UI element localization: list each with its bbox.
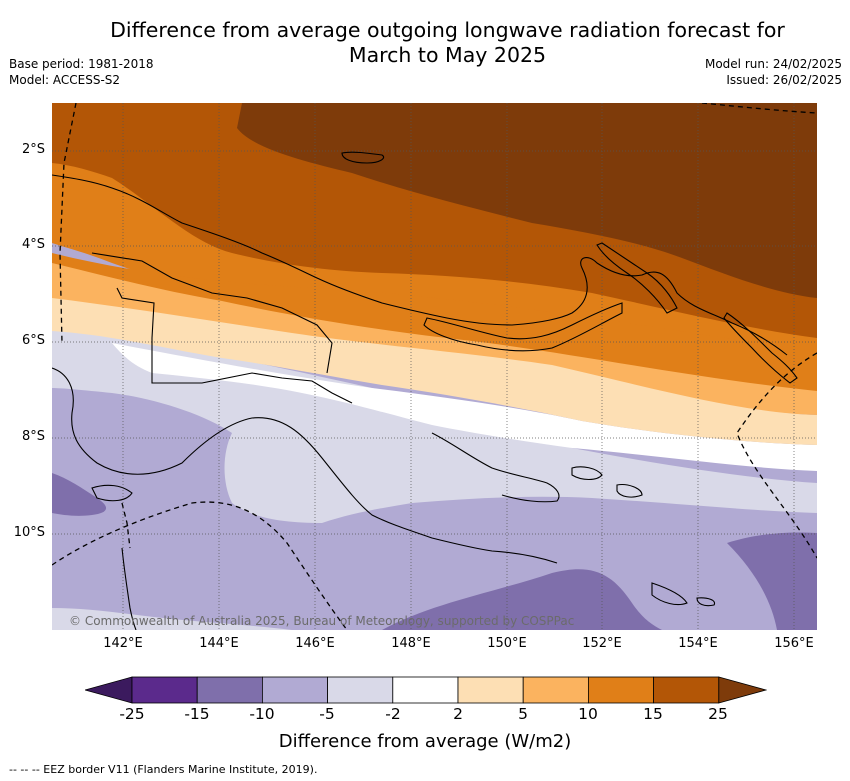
contour-band-plus2	[52, 293, 817, 445]
model-run: Model run: 24/02/2025	[704, 57, 842, 71]
colorbar-label: Difference from average (W/m2)	[278, 731, 572, 752]
lon-label-146e: 146°E	[295, 636, 335, 651]
eez-borders	[52, 103, 817, 630]
contour-band-minus5-south	[52, 608, 292, 630]
new-ireland	[596, 242, 678, 314]
southeast-tip	[431, 432, 560, 503]
contour-band-minus15-south	[382, 569, 662, 630]
map-canvas	[52, 103, 817, 630]
eez-border-east	[736, 352, 817, 559]
lon-label-144e: 144°E	[199, 636, 239, 651]
copyright-notice: © Commonwealth of Australia 2025, Bureau…	[69, 614, 575, 628]
eez-border-northeast	[701, 103, 817, 114]
colorbar-segment	[261, 676, 328, 704]
colorbar-tick: 10	[578, 705, 598, 723]
new-britain	[423, 302, 623, 352]
contour-band-minus15-west	[52, 473, 107, 516]
colorbar-extend-high	[718, 676, 768, 704]
contour-band-minus2	[112, 343, 817, 471]
eez-legend-note: -- -- -- EEZ border V11 (Flanders Marine…	[9, 763, 318, 776]
lat-label-8s: 8°S	[21, 429, 45, 444]
graticule	[52, 103, 817, 630]
new-guinea-south-coast	[52, 367, 558, 564]
western-province-border	[151, 338, 353, 404]
colorbar-segment	[522, 676, 589, 704]
colorbar-tick: 25	[708, 705, 728, 723]
border-indonesia-png	[116, 287, 155, 339]
title-line-1: Difference from average outgoing longwav…	[110, 18, 785, 42]
lon-label-148e: 148°E	[391, 636, 431, 651]
dentrecasteaux-islands	[571, 466, 643, 498]
colorbar-segment	[392, 676, 459, 704]
colorbar-segment	[457, 676, 524, 704]
anomaly-map	[52, 103, 817, 630]
lat-label-4s: 4°S	[21, 237, 45, 252]
lon-label-154e: 154°E	[678, 636, 718, 651]
colorbar-tick: 5	[518, 705, 528, 723]
colorbar-tick: 15	[643, 705, 663, 723]
cape-york	[121, 547, 137, 630]
colorbar-segment	[196, 676, 263, 704]
louisiade-archipelago	[651, 582, 716, 607]
colorbar-extend-low	[83, 676, 133, 704]
lat-label-6s: 6°S	[21, 333, 45, 348]
lon-label-142e: 142°E	[103, 636, 143, 651]
colorbar-tick: 2	[453, 705, 463, 723]
lon-label-152e: 152°E	[582, 636, 622, 651]
contour-band-plus25	[237, 103, 817, 298]
eez-border-west-south	[121, 502, 131, 549]
colorbar-segment	[587, 676, 654, 704]
colorbar-tick: -5	[319, 705, 335, 723]
meta-left: Base period: 1981-2018 Model: ACCESS-S2	[9, 56, 154, 88]
lon-label-156e: 156°E	[774, 636, 814, 651]
highlands-border	[91, 252, 333, 374]
base-period: Base period: 1981-2018	[9, 57, 154, 71]
colorbar-svg	[83, 676, 768, 704]
colorbar-tick: -2	[385, 705, 401, 723]
coastlines	[52, 151, 798, 630]
torres-strait-islands	[91, 484, 133, 502]
colorbar-segment	[131, 676, 198, 704]
eez-border-south	[52, 501, 348, 630]
lat-label-2s: 2°S	[21, 142, 45, 157]
meta-right: Model run: 24/02/2025 Issued: 26/02/2025	[705, 56, 842, 88]
model-name: Model: ACCESS-S2	[9, 73, 121, 87]
contour-band-minus15-east	[727, 532, 817, 630]
colorbar	[83, 675, 768, 709]
colorbar-segment	[327, 676, 394, 704]
lon-label-150e: 150°E	[487, 636, 527, 651]
title-line-2: March to May 2025	[348, 43, 547, 67]
issued-date: Issued: 26/02/2025	[726, 73, 842, 87]
manus-island	[341, 151, 385, 164]
lat-label-10s: 10°S	[13, 525, 45, 540]
colorbar-tick: -10	[249, 705, 275, 723]
colorbar-segment	[653, 676, 720, 704]
chart-title: Difference from average outgoing longwav…	[0, 18, 850, 68]
bougainville	[723, 312, 798, 384]
new-guinea-north-coast	[52, 174, 788, 356]
colorbar-tick: -15	[184, 705, 210, 723]
colorbar-tick: -25	[119, 705, 145, 723]
contour-band-plus10-low	[52, 253, 817, 391]
eez-border-west	[59, 103, 77, 344]
